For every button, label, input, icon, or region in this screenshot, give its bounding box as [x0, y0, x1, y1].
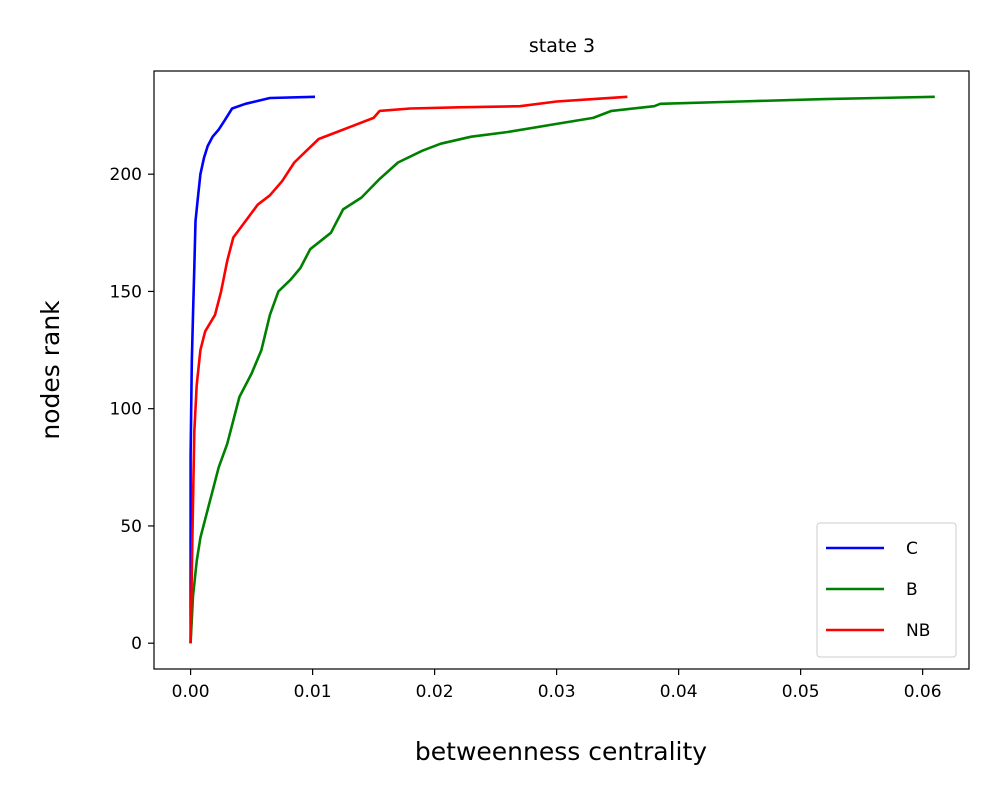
- series-line-nb: [189, 95, 628, 644]
- y-tick-label: 50: [120, 517, 142, 537]
- x-axis-ticks: 0.00 0.01 0.02 0.03 0.04 0.05 0.06: [172, 669, 942, 702]
- legend-box: [816, 522, 957, 658]
- x-tick-label: 0.01: [294, 682, 332, 702]
- legend-label-c: C: [906, 539, 918, 559]
- y-tick-label: 100: [110, 400, 142, 420]
- x-tick-label: 0.05: [782, 682, 820, 702]
- legend-label-b: B: [906, 580, 918, 600]
- series-line-c: [189, 95, 316, 644]
- y-axis-ticks: 0 50 100 150 200: [110, 165, 154, 654]
- x-tick-label: 0.00: [172, 682, 210, 702]
- y-tick-label: 200: [110, 165, 142, 185]
- x-tick-label: 0.06: [904, 682, 942, 702]
- plot-area-frame: [153, 70, 970, 670]
- series-line-b: [189, 95, 935, 644]
- y-tick-label: 150: [110, 282, 142, 302]
- x-tick-label: 0.04: [660, 682, 698, 702]
- y-axis-label: nodes rank: [36, 300, 65, 440]
- x-tick-label: 0.02: [416, 682, 454, 702]
- y-tick-label: 0: [131, 634, 142, 654]
- legend-label-nb: NB: [906, 621, 930, 641]
- legend: C B NB: [816, 522, 957, 658]
- plot-series: [189, 95, 935, 644]
- x-tick-label: 0.03: [538, 682, 576, 702]
- x-axis-label: betweenness centrality: [415, 737, 707, 766]
- chart-title: state 3: [529, 35, 595, 57]
